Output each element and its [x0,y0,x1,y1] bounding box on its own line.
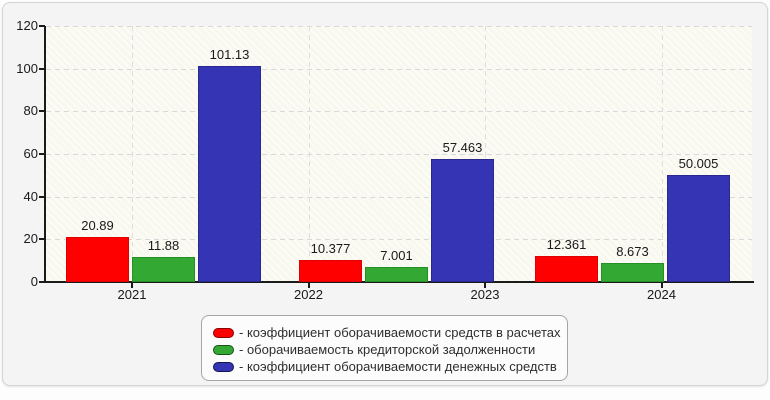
bar-funds-in-settlements-2023 [535,255,598,282]
y-tick-40 [39,195,45,198]
gridline-h-40 [46,196,752,198]
gridline-v-2021 [132,26,133,282]
bar-value-cash-2021: 101.13 [209,47,250,63]
legend-swatch-funds-in-settlements [213,327,234,338]
bar-accounts-payable-2023 [601,263,664,282]
bar-value-accounts-payable-2021: 11.88 [147,237,180,253]
y-tick-label-100: 100 [16,60,38,76]
y-tick-label-0: 0 [30,274,38,289]
y-tick-label-20: 20 [23,231,38,247]
y-tick-60 [39,153,45,155]
y-tick-100 [39,67,45,70]
bar-value-accounts-payable-2023: 8.673 [616,244,649,260]
bar-accounts-payable-2022 [365,267,428,282]
legend-label-cash: - коэффициент оборачиваемости денежных с… [239,359,557,374]
bar-value-funds-in-settlements-2023: 12.361 [546,236,587,252]
x-tick-label-2022: 2022 [294,287,323,302]
x-axis-line [44,281,754,283]
x-tick-2021 [131,283,133,288]
gridline-h-80 [46,111,752,113]
y-tick-80 [39,110,45,113]
x-tick-2022 [307,283,310,288]
y-tick-label-120: 120 [16,18,38,33]
legend-item-funds-in-settlements: - коэффициент оборачиваемости средств в … [213,324,561,341]
bar-cash-2023 [667,175,730,282]
bar-funds-in-settlements-2021 [66,237,129,282]
x-tick-label-2024: 2024 [647,287,676,302]
bar-value-funds-in-settlements-2021: 20.89 [81,218,114,234]
y-tick-label-80: 80 [23,103,38,119]
legend-swatch-cash [213,361,234,372]
gridline-h-20 [46,239,752,241]
y-tick-label-60: 60 [23,146,38,161]
gridline-h-100 [46,68,752,70]
gridline-v-2024 [661,26,663,282]
x-tick-2024 [660,283,663,288]
gridline-h-60 [46,154,752,155]
legend-label-accounts-payable: - оборачиваемость кредиторской задолженн… [239,342,536,357]
y-tick-0 [39,281,45,283]
bar-value-cash-2022: 57.463 [442,140,483,156]
bar-cash-2021 [198,66,261,282]
bar-funds-in-settlements-2022 [299,259,362,282]
y-tick-label-40: 40 [23,188,38,204]
gridline-v-2023 [485,26,486,282]
bar-value-funds-in-settlements-2022: 10.377 [310,240,351,256]
bar-value-accounts-payable-2022: 7.001 [380,248,413,264]
legend-label-funds-in-settlements: - коэффициент оборачиваемости средств в … [239,325,561,340]
legend-item-accounts-payable: - оборачиваемость кредиторской задолженн… [213,341,557,358]
x-tick-label-2021: 2021 [117,287,147,302]
gridline-h-120 [46,26,752,27]
bar-accounts-payable-2021 [132,256,195,282]
x-tick-label-2023: 2023 [470,287,500,302]
y-tick-20 [39,238,45,241]
gridline-v-2022 [308,26,310,282]
bar-value-cash-2023: 50.005 [678,156,719,172]
bar-cash-2022 [431,159,494,282]
y-axis-line [44,26,46,283]
legend-item-cash: - коэффициент оборачиваемости денежных с… [213,358,557,375]
legend: - коэффициент оборачиваемости средств в … [201,315,568,381]
legend-swatch-accounts-payable [213,344,234,355]
x-tick-2023 [484,283,486,288]
y-tick-120 [39,25,45,27]
